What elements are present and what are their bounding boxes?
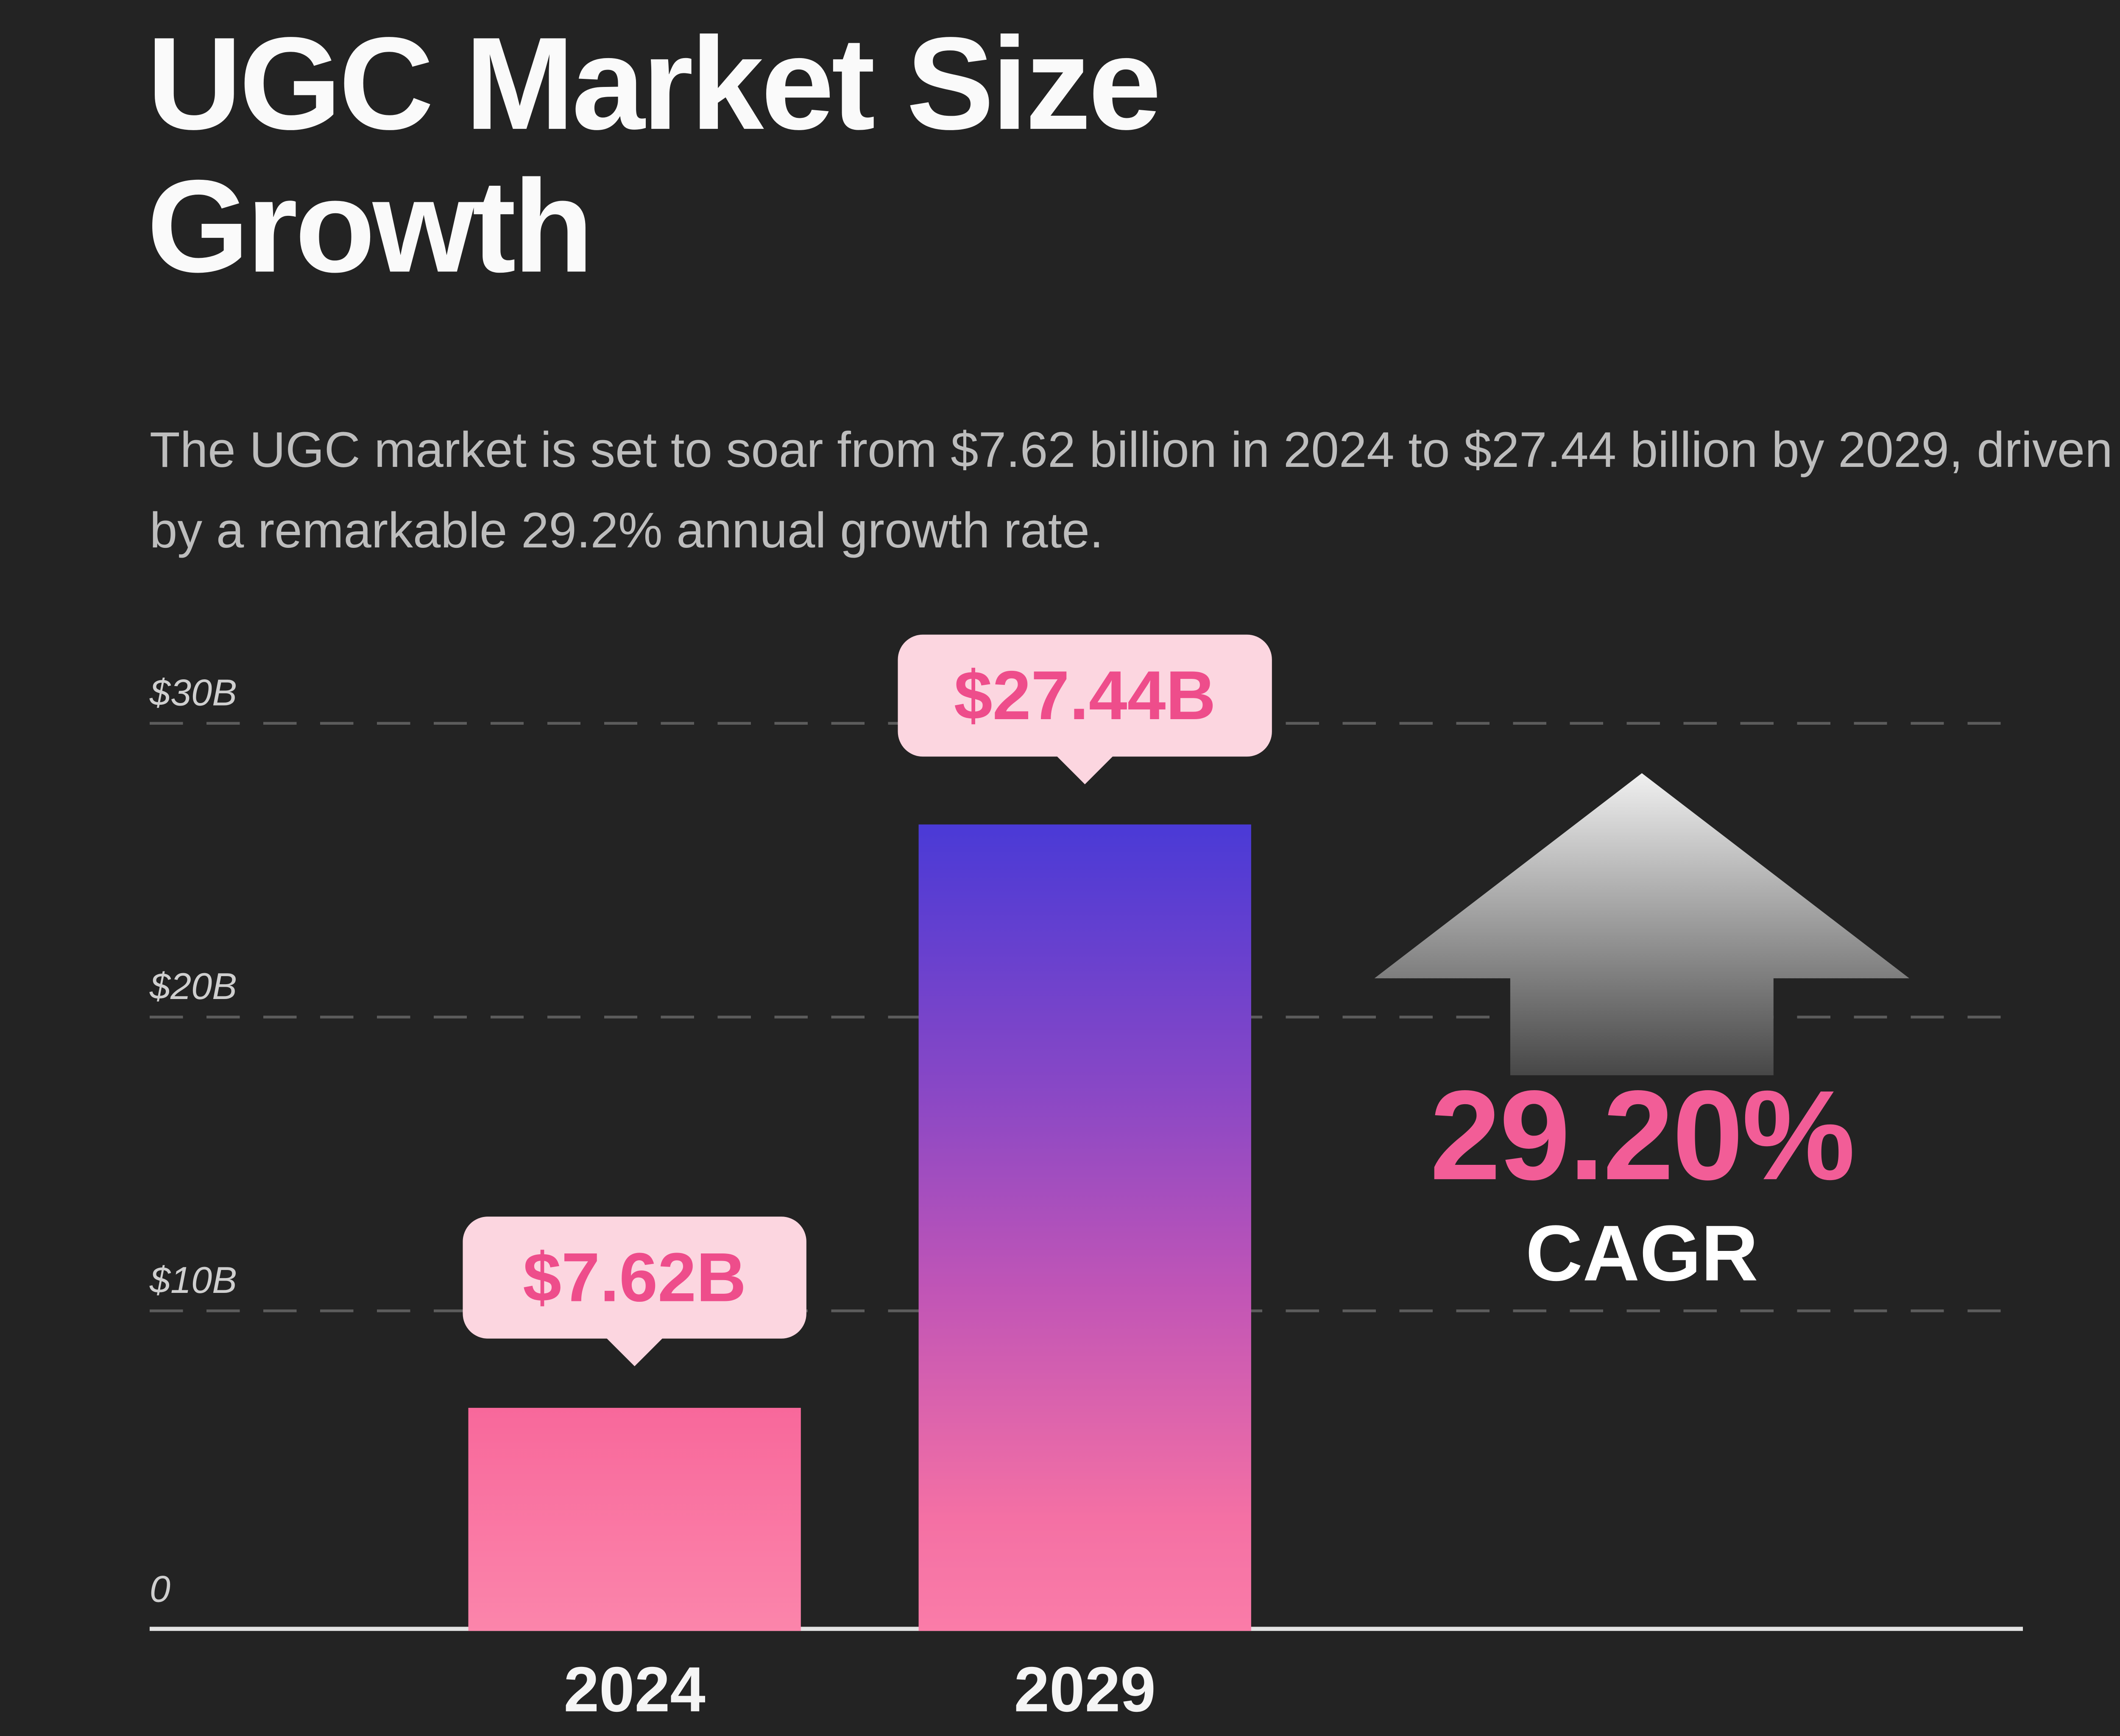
value-callout-2029-text: $27.44B xyxy=(954,656,1216,734)
cagr-label: CAGR xyxy=(1526,1209,1758,1298)
x-axis-label-2029: 2029 xyxy=(1014,1653,1156,1725)
y-axis-label-30b: $30B xyxy=(149,672,237,714)
bar-2024 xyxy=(468,1407,801,1631)
page-title: UGC Market Size Growth xyxy=(147,11,1161,300)
y-axis-label-10b: $10B xyxy=(149,1259,237,1301)
y-axis-label-0: 0 xyxy=(149,1569,171,1610)
callout-pointer-icon xyxy=(604,1336,665,1367)
x-axis-label-2024: 2024 xyxy=(563,1653,706,1725)
cagr-value: 29.20% xyxy=(1430,1065,1855,1207)
value-callout-2029: $27.44B xyxy=(898,634,1272,784)
y-axis-label-20b: $20B xyxy=(149,966,237,1008)
bar-2029 xyxy=(918,825,1251,1631)
callout-pointer-icon xyxy=(1054,754,1116,784)
value-callout-2024: $7.62B xyxy=(463,1217,806,1367)
up-arrow-icon xyxy=(1374,773,1910,1075)
page-subtitle: The UGC market is set to soar from $7.62… xyxy=(149,421,2113,558)
value-callout-2024-text: $7.62B xyxy=(523,1239,747,1317)
